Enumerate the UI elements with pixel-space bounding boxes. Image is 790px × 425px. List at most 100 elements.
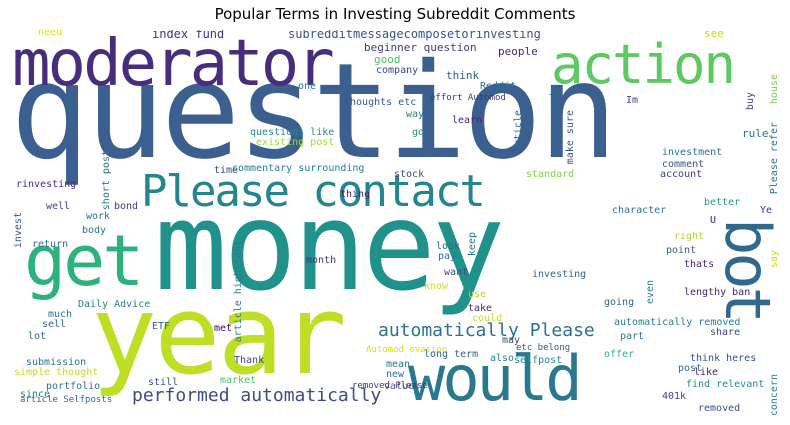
word: concern — [769, 374, 780, 417]
word: 401k — [662, 391, 687, 402]
word: say — [769, 250, 780, 269]
word: since — [20, 389, 51, 400]
word: Im — [626, 95, 639, 106]
word: portfolio — [46, 381, 101, 392]
word: met — [214, 323, 233, 334]
word: standard — [526, 169, 575, 180]
word: work — [86, 211, 111, 222]
word: article Selfposts — [20, 395, 113, 405]
word: Ye — [760, 205, 773, 216]
word: way — [406, 109, 425, 120]
word: want — [444, 267, 469, 278]
word: etc belong — [516, 343, 571, 353]
word-cloud: question money year moderator action get… — [6, 30, 784, 419]
word: one — [298, 81, 317, 92]
word: action — [551, 33, 736, 96]
word: much — [48, 309, 73, 320]
word: automatically Please — [378, 320, 595, 341]
word: lengthy ban — [684, 287, 751, 298]
word: may — [502, 335, 521, 346]
word: Reddit — [480, 81, 517, 92]
word: could — [472, 313, 503, 324]
word: existing post — [256, 137, 335, 148]
word: good — [374, 53, 401, 66]
word: also — [490, 353, 515, 364]
word: new — [386, 369, 405, 380]
word: commentary surrounding — [232, 163, 365, 174]
word: simple thought — [14, 367, 99, 378]
word: know — [424, 281, 449, 292]
word: month — [306, 255, 337, 266]
word: like — [694, 367, 719, 378]
word: thing — [340, 189, 371, 200]
word: thats — [684, 259, 715, 270]
word: think — [446, 69, 480, 82]
word: removed Please — [352, 381, 428, 391]
word: post — [678, 363, 703, 374]
word: people — [498, 45, 538, 58]
word: performed automatically — [132, 385, 382, 406]
word: comment — [662, 159, 705, 170]
word: character — [612, 205, 667, 216]
word: questions like — [250, 127, 335, 138]
word: subredditmessagecomposetorinvesting — [288, 30, 541, 41]
word: part — [620, 331, 645, 342]
chart-title: Popular Terms in Investing Subreddit Com… — [214, 5, 576, 23]
word: Please contact — [141, 166, 486, 217]
word: buy — [745, 92, 756, 111]
word: rinvesting — [16, 179, 77, 190]
word: keep — [467, 232, 478, 257]
word: investing — [532, 269, 587, 280]
word: stock — [394, 169, 425, 180]
word: better — [704, 197, 741, 208]
word: submission — [26, 357, 87, 368]
word: long term — [424, 349, 479, 360]
word: account — [660, 169, 703, 180]
word: going — [604, 297, 635, 308]
word: thoughts etc — [344, 97, 417, 108]
word: Automod evasion — [366, 345, 448, 355]
word: think heres — [690, 353, 757, 364]
word: would — [408, 342, 583, 415]
word: short post — [101, 150, 112, 211]
word: body — [82, 225, 107, 236]
word: house — [769, 74, 780, 105]
word: well — [46, 201, 71, 212]
word: right — [674, 231, 705, 242]
word: article highlight — [233, 240, 244, 343]
word: ETF — [152, 321, 171, 332]
word: take — [468, 303, 493, 314]
word: lot — [28, 331, 47, 342]
word: rule — [742, 127, 769, 140]
word: Please refer — [769, 122, 780, 195]
word: use — [468, 289, 487, 300]
word: beginner question — [364, 41, 477, 54]
word: company — [376, 65, 419, 76]
word: make sure — [565, 110, 576, 165]
word: Thank — [234, 355, 265, 366]
word: go — [412, 127, 425, 138]
word: value — [384, 381, 415, 392]
word: market — [220, 375, 257, 386]
word: bond — [114, 201, 139, 212]
word: automatically removed — [614, 317, 741, 328]
word: return — [32, 239, 69, 250]
word: time — [214, 165, 239, 176]
word: look — [436, 241, 461, 252]
word: see — [704, 30, 724, 40]
word: bot — [711, 218, 784, 321]
word: need — [38, 30, 63, 38]
word: article — [513, 110, 524, 153]
word: point — [666, 245, 697, 256]
word: find relevant — [686, 379, 765, 390]
word: learn — [452, 115, 483, 126]
word: cash — [549, 90, 560, 115]
word: selfpost — [514, 355, 563, 366]
word: still — [148, 377, 179, 388]
word: pay — [438, 251, 457, 262]
word: Daily Advice — [78, 299, 151, 310]
word: question — [10, 35, 618, 189]
word: get — [24, 220, 144, 302]
word: offer — [604, 349, 635, 360]
word: share — [710, 327, 741, 338]
